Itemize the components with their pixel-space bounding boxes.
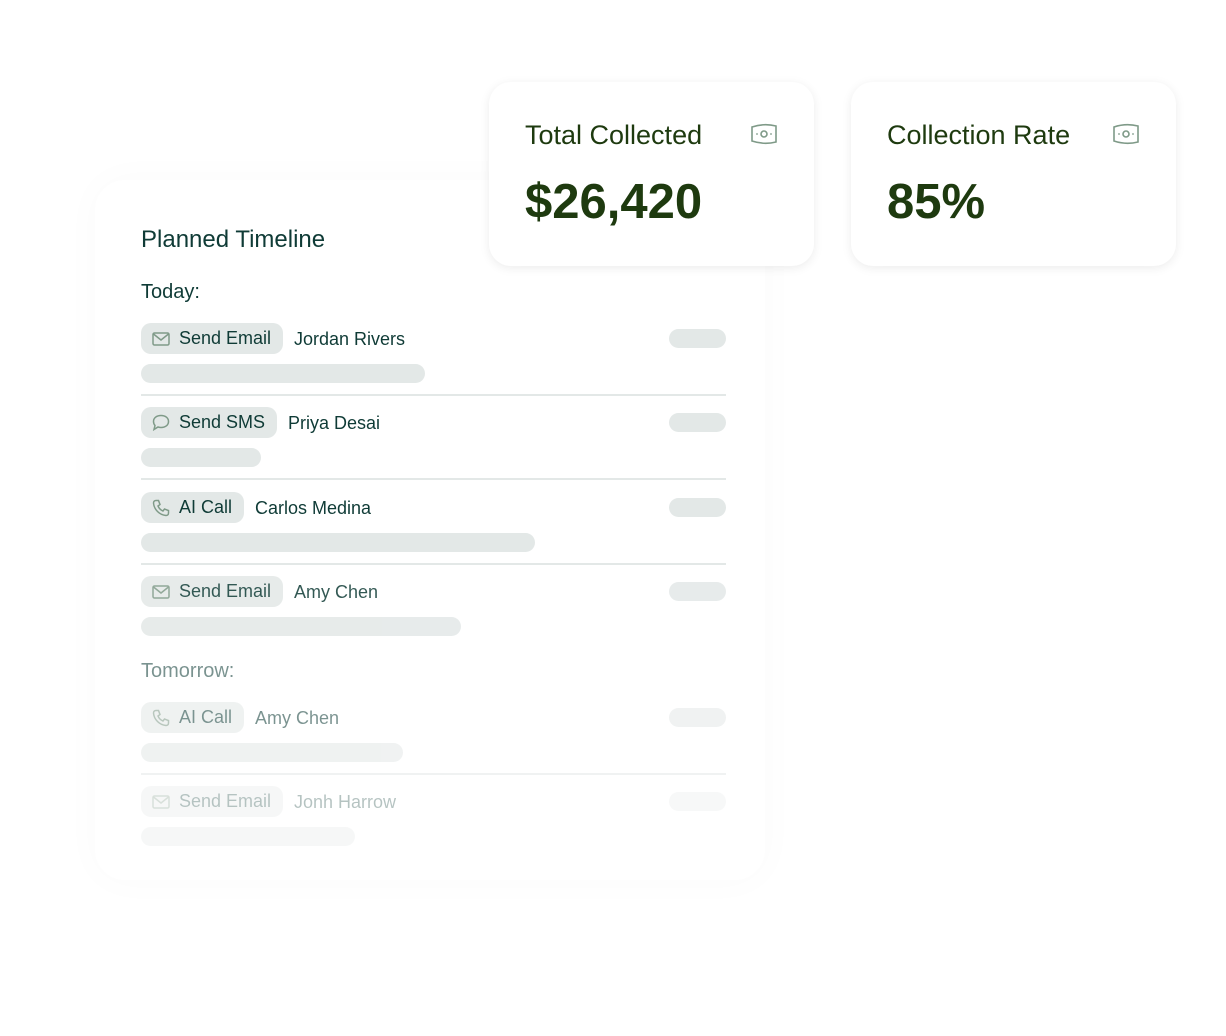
money-bill-icon (1112, 123, 1140, 150)
placeholder-meta (669, 582, 726, 601)
placeholder-meta (669, 329, 726, 348)
divider (141, 394, 726, 396)
contact-name: Carlos Medina (255, 498, 372, 518)
divider (141, 478, 726, 480)
placeholder-meta (669, 792, 726, 811)
money-bill-icon (750, 123, 778, 150)
stat-label: Collection Rate (887, 120, 1071, 150)
placeholder-meta (669, 498, 726, 517)
timeline-item[interactable]: AI Call Amy Chen (141, 702, 726, 782)
action-badge: Send Email (141, 786, 284, 817)
contact-name: Jonh Harrow (294, 792, 397, 812)
timeline-item[interactable]: AI Call Carlos Medina (141, 492, 726, 572)
tomorrow-label: Tomorrow: (141, 660, 235, 682)
timeline-title: Planned Timeline (141, 226, 326, 253)
placeholder-line (141, 827, 355, 846)
placeholder-line (141, 533, 535, 552)
action-label: Send SMS (179, 412, 266, 432)
stat-value: 85% (887, 175, 986, 229)
timeline-item[interactable]: Send Email Amy Chen (141, 576, 726, 656)
contact-name: Amy Chen (255, 708, 340, 728)
placeholder-meta (669, 708, 726, 727)
action-label: AI Call (179, 707, 233, 727)
placeholder-line (141, 617, 461, 636)
mail-icon (152, 794, 179, 809)
stat-card-collection-rate: Collection Rate 85% (851, 82, 1176, 266)
placeholder-line (141, 364, 425, 383)
action-badge: AI Call (141, 492, 245, 523)
divider (141, 773, 726, 775)
action-badge: Send SMS (141, 407, 278, 438)
stat-card-total-collected: Total Collected $26,420 (489, 82, 814, 266)
timeline-item[interactable]: Send SMS Priya Desai (141, 407, 726, 487)
contact-name: Jordan Rivers (294, 329, 406, 349)
action-label: Send Email (179, 581, 272, 601)
contact-name: Priya Desai (288, 413, 381, 433)
placeholder-line (141, 448, 261, 467)
stat-value: $26,420 (525, 175, 703, 229)
placeholder-line (141, 743, 403, 762)
timeline-item[interactable]: Send Email Jonh Harrow (141, 786, 726, 866)
stat-label: Total Collected (525, 120, 703, 150)
timeline-item[interactable]: Send Email Jordan Rivers (141, 323, 726, 403)
action-badge: Send Email (141, 323, 284, 354)
phone-icon (152, 499, 179, 517)
action-label: Send Email (179, 328, 272, 348)
placeholder-meta (669, 413, 726, 432)
today-label: Today: (141, 281, 200, 303)
timeline-panel (95, 180, 765, 880)
action-label: AI Call (179, 497, 233, 517)
phone-icon (152, 709, 179, 727)
action-badge: Send Email (141, 576, 284, 607)
contact-name: Amy Chen (294, 582, 379, 602)
action-badge: AI Call (141, 702, 245, 733)
mail-icon (152, 331, 179, 346)
mail-icon (152, 584, 179, 599)
divider (141, 563, 726, 565)
action-label: Send Email (179, 791, 272, 811)
chat-bubble-icon (152, 414, 179, 431)
